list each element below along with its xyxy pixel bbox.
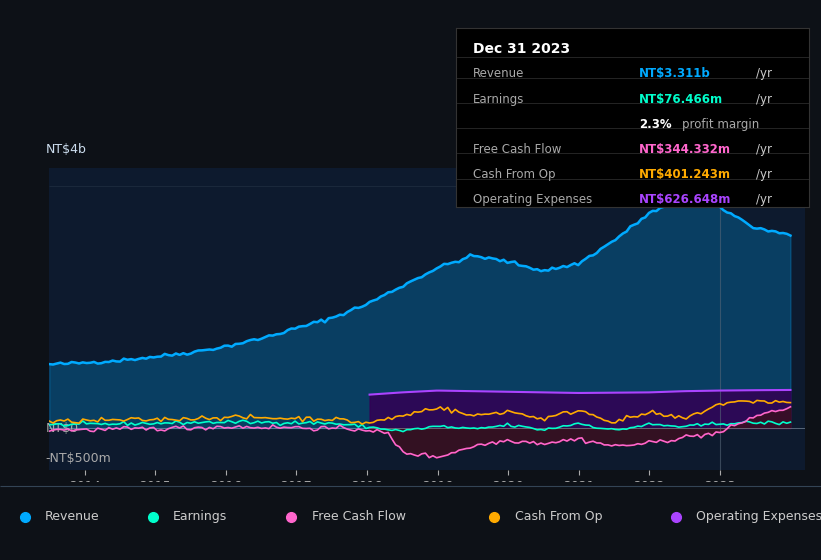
Text: Operating Expenses: Operating Expenses — [474, 193, 593, 206]
Text: Free Cash Flow: Free Cash Flow — [474, 143, 562, 156]
Text: Earnings: Earnings — [173, 510, 227, 524]
Text: NT$4b: NT$4b — [45, 143, 86, 156]
Text: NT$3.311b: NT$3.311b — [640, 67, 711, 81]
Text: NT$401.243m: NT$401.243m — [640, 168, 732, 181]
Text: Earnings: Earnings — [474, 92, 525, 105]
Text: Revenue: Revenue — [45, 510, 100, 524]
Text: Free Cash Flow: Free Cash Flow — [312, 510, 406, 524]
Text: -NT$500m: -NT$500m — [45, 452, 111, 465]
Text: Operating Expenses: Operating Expenses — [696, 510, 821, 524]
Text: Dec 31 2023: Dec 31 2023 — [474, 43, 571, 57]
Text: NT$76.466m: NT$76.466m — [640, 92, 723, 105]
Text: /yr: /yr — [756, 67, 772, 81]
Text: Revenue: Revenue — [474, 67, 525, 81]
Text: /yr: /yr — [756, 168, 772, 181]
Text: NT$344.332m: NT$344.332m — [640, 143, 732, 156]
Text: /yr: /yr — [756, 92, 772, 105]
Text: /yr: /yr — [756, 143, 772, 156]
Text: profit margin: profit margin — [681, 118, 759, 130]
Text: Cash From Op: Cash From Op — [515, 510, 603, 524]
Text: 2.3%: 2.3% — [640, 118, 672, 130]
Text: Cash From Op: Cash From Op — [474, 168, 556, 181]
Text: NT$0: NT$0 — [45, 422, 79, 435]
Text: /yr: /yr — [756, 193, 772, 206]
Text: NT$626.648m: NT$626.648m — [640, 193, 732, 206]
